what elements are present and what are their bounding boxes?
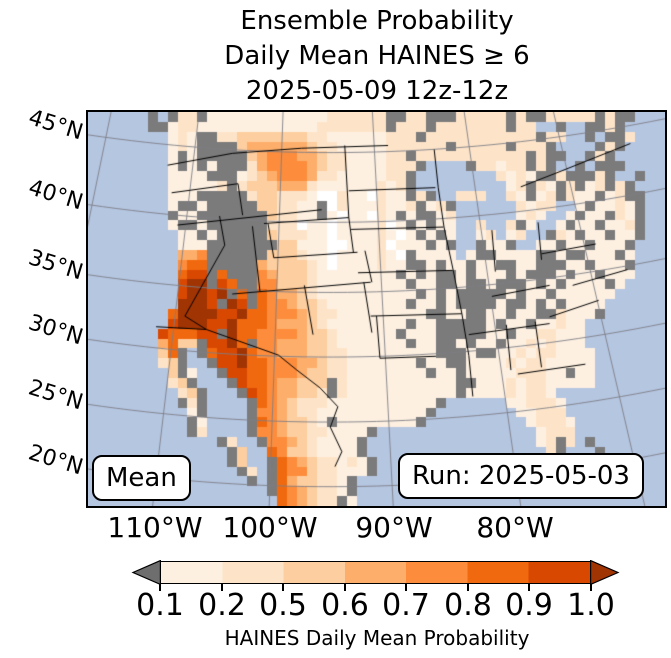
lon-label-90w: 90°W — [355, 511, 433, 544]
lat-label-25n: 25°N — [25, 375, 86, 416]
colorbar-tick — [282, 584, 284, 591]
lat-label-35n: 35°N — [25, 245, 86, 286]
colorbar-ticklabel-0.1: 0.1 — [136, 588, 184, 623]
colorbar-ticklabel-0.8: 0.8 — [444, 588, 492, 623]
colorbar-ticklabel-0.7: 0.7 — [382, 588, 430, 623]
lon-label-80w: 80°W — [476, 511, 554, 544]
lon-label-100w: 100°W — [222, 511, 318, 544]
map-canvas — [88, 112, 665, 506]
colorbar-ticklabel-1.0: 1.0 — [567, 588, 615, 623]
lat-label-45n: 45°N — [25, 105, 86, 146]
colorbar-title: HAINES Daily Mean Probability — [224, 626, 530, 650]
lon-label-110w: 110°W — [107, 511, 203, 544]
lat-label-30n: 30°N — [25, 310, 86, 351]
colorbar-under-arrow — [131, 560, 161, 585]
colorbar-ticklabel-0.9: 0.9 — [505, 588, 553, 623]
colorbar — [160, 561, 591, 584]
title-line-1: Ensemble Probability — [240, 6, 514, 36]
figure-title: Ensemble Probability Daily Mean HAINES ≥… — [88, 4, 666, 109]
lat-label-20n: 20°N — [25, 440, 86, 481]
title-line-2: Daily Mean HAINES ≥ 6 — [224, 41, 530, 71]
lat-label-40n: 40°N — [25, 175, 86, 216]
mean-badge: Mean — [92, 455, 191, 501]
colorbar-tick — [405, 584, 407, 591]
run-badge: Run: 2025-05-03 — [398, 453, 644, 499]
colorbar-ticklabel-0.2: 0.2 — [198, 588, 246, 623]
colorbar-tick — [528, 584, 530, 591]
colorbar-tick — [221, 584, 223, 591]
colorbar-tick — [590, 584, 592, 591]
colorbar-tick — [467, 584, 469, 591]
colorbar-over-arrow — [590, 560, 620, 585]
colorbar-ticklabel-0.6: 0.6 — [321, 588, 369, 623]
colorbar-tick — [159, 584, 161, 591]
title-line-3: 2025-05-09 12z-12z — [245, 76, 509, 106]
colorbar-tick — [344, 584, 346, 591]
map-frame — [86, 110, 667, 508]
colorbar-ticklabel-0.5: 0.5 — [259, 588, 307, 623]
